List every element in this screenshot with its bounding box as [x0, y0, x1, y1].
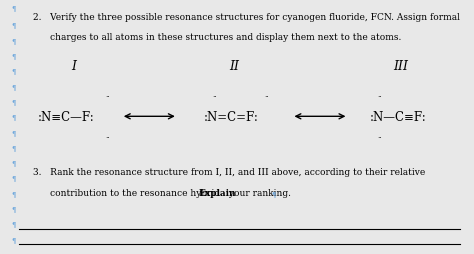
Text: ··: ·· — [264, 92, 269, 100]
Text: :N=C=F:: :N=C=F: — [204, 110, 259, 123]
Text: ¶: ¶ — [271, 190, 275, 197]
Text: 2.   Verify the three possible resonance structures for cyanogen fluoride, FCN. : 2. Verify the three possible resonance s… — [33, 13, 460, 22]
Text: ··: ·· — [378, 92, 383, 100]
Text: ¶: ¶ — [12, 190, 16, 196]
Text: Explain: Explain — [199, 188, 237, 197]
Text: ¶: ¶ — [12, 68, 16, 74]
Text: ¶: ¶ — [12, 5, 16, 11]
Text: ··: ·· — [378, 133, 383, 141]
Text: :N—C≡F:: :N—C≡F: — [370, 110, 427, 123]
Text: ¶: ¶ — [12, 38, 16, 44]
Text: ¶: ¶ — [12, 205, 16, 211]
Text: II: II — [229, 60, 240, 72]
Text: contribution to the resonance hybrid.: contribution to the resonance hybrid. — [50, 188, 228, 197]
Text: your ranking.: your ranking. — [226, 188, 291, 197]
Text: ¶: ¶ — [12, 236, 16, 242]
Text: III: III — [393, 60, 408, 72]
Text: ··: ·· — [106, 92, 110, 100]
Text: charges to all atoms in these structures and display them next to the atoms.: charges to all atoms in these structures… — [50, 33, 401, 42]
Text: ¶: ¶ — [12, 144, 16, 150]
Text: ¶: ¶ — [12, 83, 16, 89]
Text: ¶: ¶ — [12, 53, 16, 59]
Text: ¶: ¶ — [12, 175, 16, 181]
Text: ¶: ¶ — [12, 99, 16, 105]
Text: ¶: ¶ — [12, 22, 16, 28]
Text: ··: ·· — [106, 133, 110, 141]
Text: ··: ·· — [212, 92, 217, 100]
Text: ¶: ¶ — [12, 114, 16, 120]
Text: 3.   Rank the resonance structure from I, II, and III above, according to their : 3. Rank the resonance structure from I, … — [33, 168, 426, 177]
Text: :N≡C—F:: :N≡C—F: — [38, 110, 95, 123]
Text: I: I — [71, 60, 76, 72]
Text: ¶: ¶ — [12, 129, 16, 135]
Text: ¶: ¶ — [12, 160, 16, 166]
Text: ¶: ¶ — [12, 220, 16, 227]
